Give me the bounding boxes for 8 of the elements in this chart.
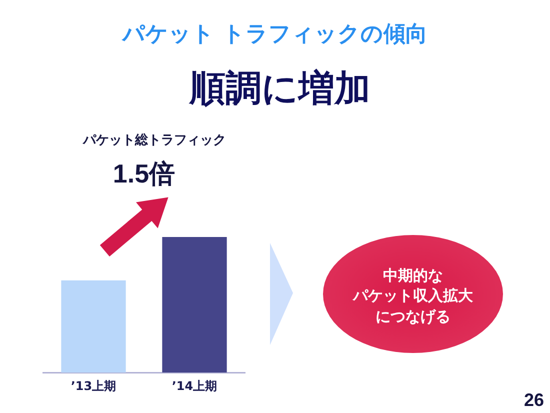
oval-bubble: 中期的なパケット収入拡大につなげる — [323, 235, 503, 353]
text: 1.5倍 — [112, 158, 176, 190]
x-tick-label: ’14上期 — [172, 378, 218, 393]
text: パケット総トラフィック — [83, 133, 226, 149]
x-tick-label: ’13上期 — [70, 378, 116, 393]
chart-subtitle: 順調に増加 — [190, 67, 370, 111]
chart-title: パケット トラフィックの傾向 — [122, 22, 428, 48]
text: 26 — [524, 390, 544, 412]
